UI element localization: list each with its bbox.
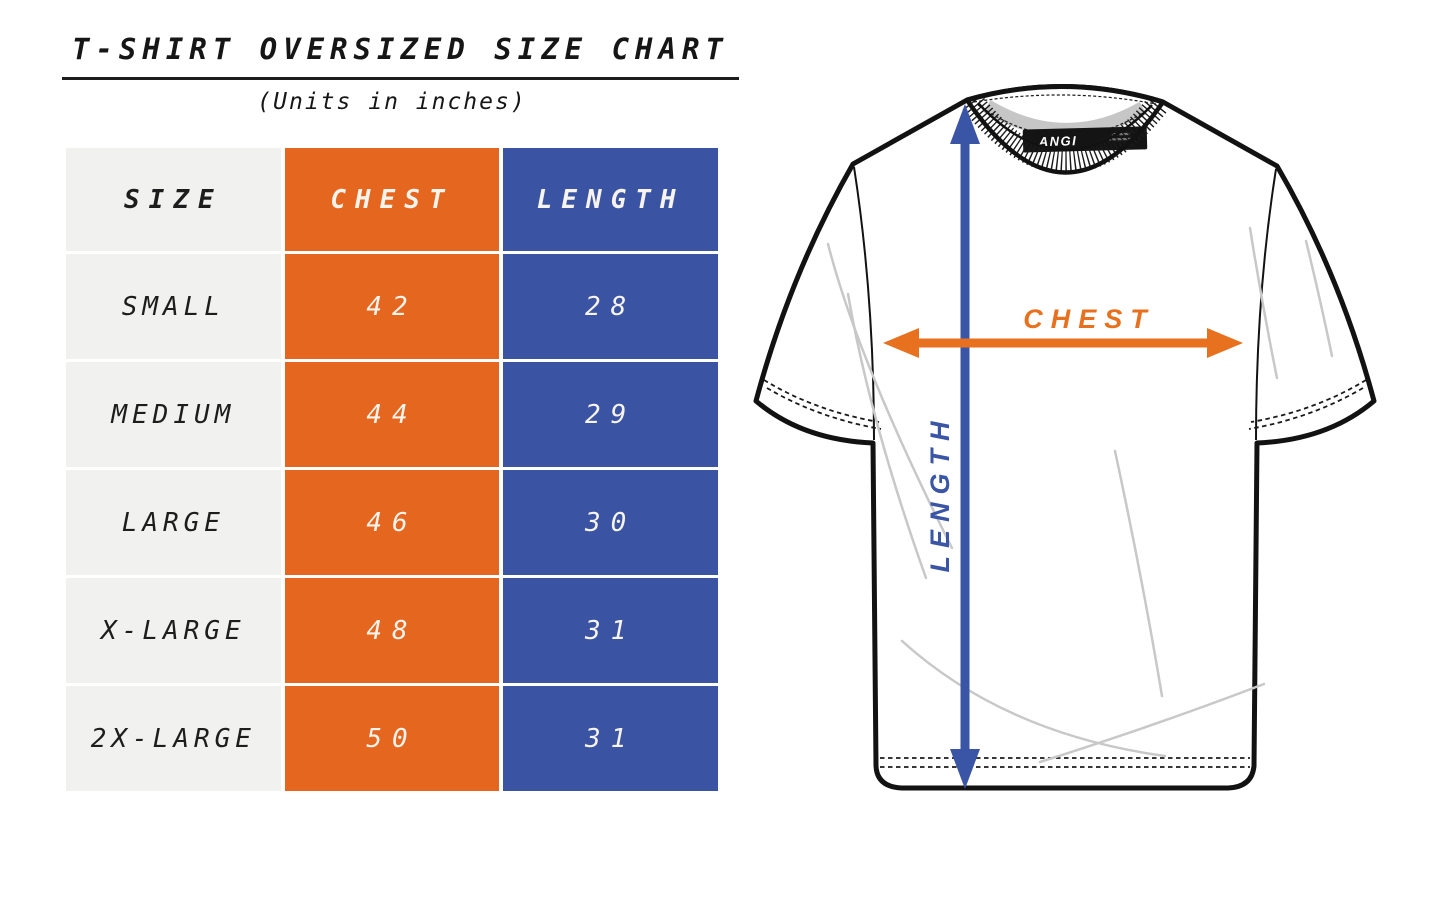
size-cell: SMALL [66, 254, 281, 359]
brand-label-text: ANGI [1038, 133, 1078, 149]
size-table: SIZE CHEST LENGTH SMALL 42 28 MEDIUM 44 … [62, 145, 722, 794]
size-table-body: SMALL 42 28 MEDIUM 44 29 LARGE 46 30 X-L… [66, 254, 718, 791]
page-subtitle: (Units in inches) [257, 89, 527, 115]
length-arrow [950, 104, 980, 789]
hem-stitching [880, 757, 1250, 768]
collar-ribbing [962, 94, 1168, 174]
size-cell: LARGE [66, 470, 281, 575]
collar: ANGI [962, 83, 1168, 175]
table-row: X-LARGE 48 31 [66, 578, 718, 683]
sleeve-stitching [763, 379, 1367, 430]
table-row: SMALL 42 28 [66, 254, 718, 359]
chest-cell: 46 [284, 470, 500, 575]
column-header-chest: CHEST [284, 148, 500, 251]
chest-cell: 42 [284, 254, 500, 359]
chest-label: CHEST [1023, 304, 1155, 334]
chest-arrow [883, 328, 1243, 358]
length-label: LENGTH [925, 414, 955, 573]
chest-cell: 48 [284, 578, 500, 683]
size-cell: 2X-LARGE [66, 686, 281, 791]
length-cell: 29 [503, 362, 718, 467]
size-cell: X-LARGE [66, 578, 281, 683]
length-cell: 31 [503, 578, 718, 683]
length-cell: 30 [503, 470, 718, 575]
table-row: LARGE 46 30 [66, 470, 718, 575]
table-row: MEDIUM 44 29 [66, 362, 718, 467]
page-title: T-SHIRT OVERSIZED SIZE CHART [62, 26, 739, 80]
column-header-length: LENGTH [503, 148, 718, 251]
chest-cell: 44 [284, 362, 500, 467]
tshirt-outline [753, 83, 1377, 791]
table-header-row: SIZE CHEST LENGTH [66, 148, 718, 251]
arrow-down-icon [950, 749, 980, 789]
fabric-creases [826, 226, 1334, 764]
length-cell: 31 [503, 686, 718, 791]
arrow-right-icon [1207, 328, 1243, 358]
arrow-left-icon [883, 328, 919, 358]
column-header-size: SIZE [66, 148, 281, 251]
left-armhole-seam [853, 166, 875, 441]
chart-panel: T-SHIRT OVERSIZED SIZE CHART (Units in i… [62, 26, 739, 794]
arrow-up-icon [950, 104, 980, 144]
tshirt-measurement-diagram: ANGI CHEST LENGTH [753, 83, 1377, 791]
title-block: T-SHIRT OVERSIZED SIZE CHART (Units in i… [62, 26, 739, 115]
size-table-header: SIZE CHEST LENGTH [66, 148, 718, 251]
length-cell: 28 [503, 254, 718, 359]
table-row: 2X-LARGE 50 31 [66, 686, 718, 791]
size-cell: MEDIUM [66, 362, 281, 467]
chest-cell: 50 [284, 686, 500, 791]
